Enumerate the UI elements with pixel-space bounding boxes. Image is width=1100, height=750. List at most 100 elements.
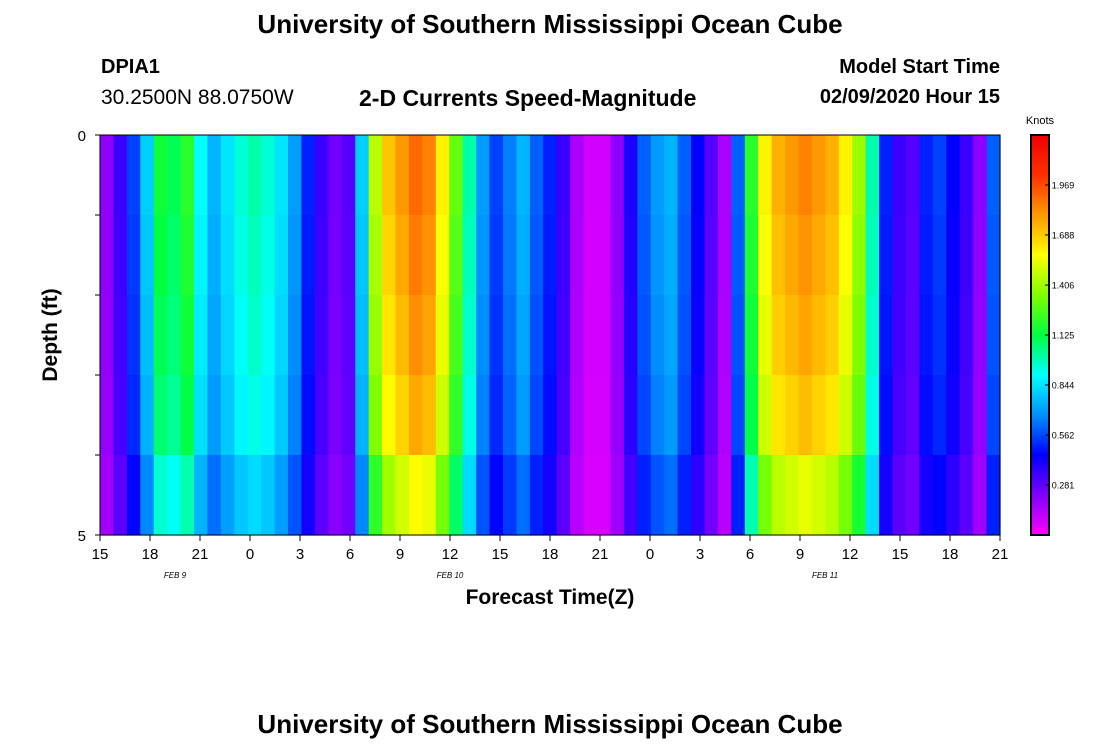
x-tick-label: 15	[892, 546, 909, 563]
heatmap-cell	[623, 295, 638, 376]
heatmap-cell	[355, 295, 370, 376]
heatmap-cell	[180, 455, 195, 536]
heatmap-cell	[422, 455, 437, 536]
heatmap-cell	[449, 215, 464, 296]
heatmap-cell	[919, 215, 934, 296]
heatmap-cell	[785, 455, 800, 536]
heatmap-cell	[637, 295, 652, 376]
heatmap-cell	[691, 135, 706, 216]
heatmap-cell	[382, 295, 397, 376]
heatmap-cell	[529, 215, 544, 296]
heatmap-cell	[865, 295, 880, 376]
heatmap-cell	[100, 455, 115, 536]
heatmap-cell	[919, 135, 934, 216]
heatmap-cell	[570, 295, 585, 376]
heatmap-cell	[126, 215, 141, 296]
heatmap-cell	[691, 375, 706, 456]
x-tick-label: 18	[142, 546, 159, 563]
heatmap-cell	[207, 135, 222, 216]
heatmap-cell	[825, 135, 840, 216]
heatmap-cell	[892, 295, 907, 376]
heatmap-cell	[247, 375, 262, 456]
x-tick-label: 3	[296, 546, 304, 563]
heatmap-cell	[892, 135, 907, 216]
heatmap-cell	[838, 215, 853, 296]
heatmap-cell	[126, 455, 141, 536]
footer-title: University of Southern Mississippi Ocean…	[257, 709, 843, 739]
heatmap-cell	[973, 215, 988, 296]
heatmap-cell	[570, 135, 585, 216]
heatmap-cell	[932, 375, 947, 456]
heatmap-cell	[986, 215, 1001, 296]
heatmap-cell	[328, 215, 343, 296]
heatmap-cell	[865, 455, 880, 536]
heatmap-cell	[408, 455, 423, 536]
heatmap-cell	[328, 455, 343, 536]
heatmap-cell	[717, 215, 732, 296]
heatmap-cell	[543, 295, 558, 376]
heatmap-cell	[825, 455, 840, 536]
heatmap-cell	[489, 215, 504, 296]
heatmap-cell	[758, 295, 773, 376]
heatmap-cell	[852, 135, 867, 216]
heatmap-cell	[543, 215, 558, 296]
x-tick-label: 0	[246, 546, 254, 563]
heatmap-cell	[865, 135, 880, 216]
heatmap-cell	[946, 295, 961, 376]
heatmap-cell	[879, 135, 894, 216]
heatmap-cell	[502, 135, 518, 216]
heatmap-cell	[288, 295, 303, 376]
heatmap-cell	[905, 135, 920, 216]
heatmap-cell	[207, 455, 222, 536]
heatmap-cell	[852, 215, 867, 296]
heatmap-cell	[717, 455, 732, 536]
y-tick-label: 0	[78, 128, 86, 145]
heatmap-cell	[691, 455, 706, 536]
heatmap-cell	[234, 135, 249, 216]
heatmap-cell	[462, 295, 477, 376]
heatmap-cell	[502, 215, 518, 296]
heatmap-cell	[623, 215, 638, 296]
heatmap-cell	[368, 295, 383, 376]
heatmap-cell	[422, 135, 437, 216]
heatmap-cell	[529, 455, 544, 536]
heatmap-cell	[811, 295, 826, 376]
heatmap-cell	[623, 135, 638, 216]
station-coords: 30.2500N 88.0750W	[101, 86, 294, 109]
heatmap-cell	[395, 215, 410, 296]
heatmap-cell	[556, 135, 571, 216]
page-title: University of Southern Mississippi Ocean…	[257, 9, 843, 39]
heatmap-cell	[247, 295, 262, 376]
heatmap-cell	[261, 295, 276, 376]
heatmap-cell	[489, 295, 504, 376]
heatmap-cell	[261, 455, 276, 536]
heatmap-cell	[113, 135, 128, 216]
heatmap-cell	[274, 135, 289, 216]
heatmap-cell	[516, 135, 531, 216]
heatmap-cell	[583, 295, 598, 376]
heatmap-cell	[637, 215, 652, 296]
heatmap-cell	[597, 215, 612, 296]
x-tick-label: 0	[646, 546, 654, 563]
heatmap-cell	[704, 375, 719, 456]
heatmap-cell	[274, 295, 289, 376]
heatmap-cell	[516, 215, 531, 296]
heatmap-cell	[153, 455, 168, 536]
heatmap-cell	[986, 135, 1001, 216]
heatmap-cell	[556, 455, 571, 536]
heatmap-cell	[637, 375, 652, 456]
heatmap-cell	[301, 375, 316, 456]
x-tick-label: 3	[696, 546, 704, 563]
heatmap-cell	[516, 375, 531, 456]
heatmap-cell	[261, 135, 276, 216]
heatmap-cell	[341, 135, 356, 216]
heatmap-cell	[288, 375, 303, 456]
heatmap-cell	[502, 375, 518, 456]
heatmap-cell	[919, 375, 934, 456]
heatmap-cell	[664, 135, 679, 216]
heatmap-cell	[946, 375, 961, 456]
heatmap-cell	[476, 215, 491, 296]
heatmap-cell	[758, 455, 773, 536]
heatmap-cell	[382, 455, 397, 536]
heatmap-cell	[932, 295, 947, 376]
